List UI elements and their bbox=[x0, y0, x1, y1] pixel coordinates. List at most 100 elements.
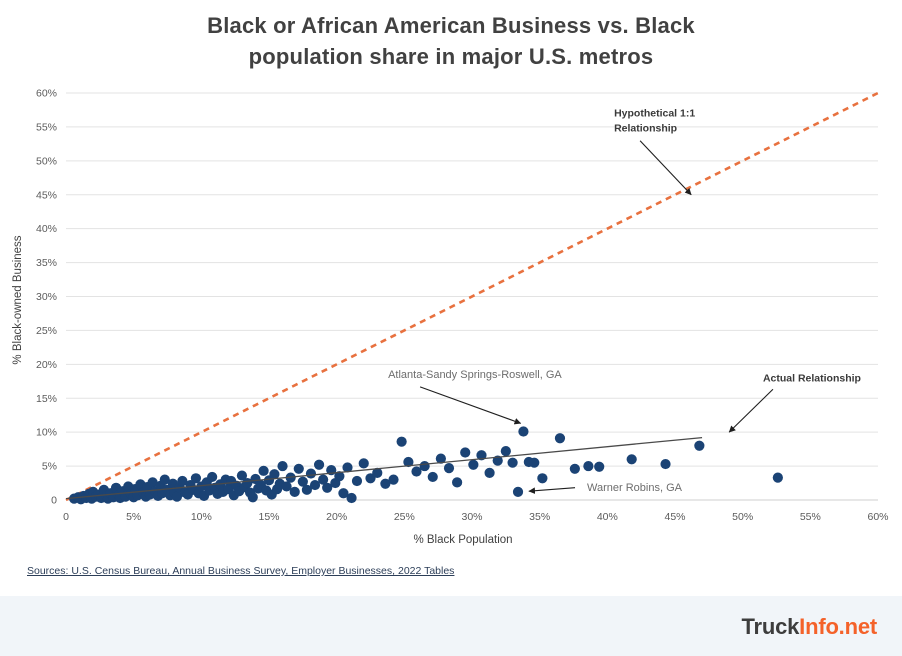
scatter-point bbox=[269, 469, 280, 480]
y-tick-label: 60% bbox=[36, 88, 57, 100]
scatter-point bbox=[507, 457, 518, 468]
y-tick-label: 10% bbox=[36, 427, 57, 439]
chart-title: Black or African American Business vs. B… bbox=[0, 10, 902, 72]
x-tick-label: 35% bbox=[529, 511, 550, 523]
scatter-point bbox=[500, 446, 511, 457]
scatter-point bbox=[365, 473, 376, 484]
scatter-point bbox=[177, 475, 188, 487]
x-tick-label: 50% bbox=[732, 511, 753, 523]
scatter-point bbox=[518, 426, 529, 437]
chart-title-line-1: Black or African American Business vs. B… bbox=[207, 13, 695, 38]
x-axis-title: % Black Population bbox=[413, 534, 512, 546]
x-axis-tick-labels: 0 5% 10% 15% 20% 25% 30% 35% 40% 45% 50% 55% 60% bbox=[63, 511, 888, 523]
scatter-point bbox=[484, 467, 495, 478]
scatter-point bbox=[358, 458, 369, 469]
annotation-arrow bbox=[419, 386, 522, 425]
scatter-point bbox=[258, 465, 269, 476]
scatter-point bbox=[309, 479, 321, 491]
scatter-point bbox=[772, 472, 783, 483]
x-tick-label: 40% bbox=[597, 511, 618, 523]
scatter-point bbox=[171, 491, 183, 502]
y-axis-title: % Black-owned Business bbox=[12, 235, 24, 364]
scatter-point bbox=[529, 457, 540, 468]
scatter-point bbox=[476, 450, 487, 461]
hypothetical-reference-line bbox=[65, 91, 879, 502]
scatter-point bbox=[207, 471, 218, 483]
scatter-point bbox=[388, 474, 399, 485]
scatter-point bbox=[443, 463, 455, 474]
annotation-label: Actual Relationship bbox=[763, 372, 861, 384]
y-tick-label: 55% bbox=[36, 121, 57, 133]
scatter-point bbox=[594, 461, 605, 472]
scatter-point bbox=[351, 475, 363, 487]
scatter-point bbox=[380, 478, 391, 489]
annotation-arrow bbox=[639, 140, 692, 196]
annotation-label: Warner Robins, GA bbox=[587, 482, 683, 494]
x-tick-label: 20% bbox=[326, 511, 347, 523]
annotation-arrow bbox=[528, 487, 576, 495]
x-tick-label: 0 bbox=[63, 511, 69, 523]
trend-line bbox=[65, 436, 703, 500]
x-tick-label: 5% bbox=[126, 511, 141, 523]
scatter-point bbox=[411, 466, 422, 477]
x-tick-label: 45% bbox=[664, 511, 685, 523]
y-tick-label: 25% bbox=[36, 325, 57, 337]
scatter-point bbox=[190, 473, 202, 484]
scatter-point bbox=[236, 470, 248, 481]
y-tick-label: 0 bbox=[51, 495, 57, 507]
scatter-point bbox=[159, 474, 170, 485]
scatter-point bbox=[293, 463, 304, 474]
scatter-point bbox=[569, 463, 580, 474]
reference-line-1to1 bbox=[65, 91, 879, 502]
scatter-point bbox=[626, 454, 637, 465]
scatter-point bbox=[554, 433, 566, 444]
scatter-point bbox=[419, 460, 430, 472]
scatter-point bbox=[334, 471, 345, 482]
y-tick-label: 50% bbox=[36, 155, 57, 167]
y-tick-label: 15% bbox=[36, 393, 57, 405]
scatter-point bbox=[305, 468, 317, 479]
scatter-point bbox=[460, 447, 471, 458]
x-tick-label: 25% bbox=[394, 511, 415, 523]
footer-bar bbox=[0, 596, 902, 656]
chart-annotations: Hypothetical 1:1 Relationship Atlanta-Sand… bbox=[388, 108, 861, 494]
scatter-point bbox=[301, 484, 312, 495]
annotation-label: Atlanta-Sandy Springs-Roswell, GA bbox=[388, 369, 562, 381]
scatter-point bbox=[322, 482, 333, 493]
scatter-point bbox=[313, 459, 325, 470]
scatter-point bbox=[583, 460, 594, 472]
scatter-point bbox=[281, 481, 292, 492]
x-tick-label: 15% bbox=[258, 511, 279, 523]
scatter-point bbox=[537, 473, 548, 484]
x-tick-label: 10% bbox=[191, 511, 212, 523]
y-tick-label: 5% bbox=[42, 461, 57, 473]
scatter-point bbox=[512, 486, 524, 497]
brand-name-primary: Truck bbox=[741, 614, 800, 639]
scatter-point bbox=[468, 459, 479, 470]
source-note: Sources: U.S. Census Bureau, Annual Busi… bbox=[27, 565, 455, 577]
scatter-point bbox=[452, 477, 463, 488]
y-tick-label: 40% bbox=[36, 223, 57, 235]
scatter-point bbox=[403, 456, 414, 468]
y-axis-tick-labels: 0 5% 10% 15% 20% 25% 30% 35% 40% 45% 50% 55% 60% bbox=[36, 88, 57, 507]
scatter-point bbox=[492, 455, 503, 466]
scatter-point bbox=[396, 436, 407, 447]
y-tick-label: 30% bbox=[36, 291, 57, 303]
scatter-plot: 0 5% 10% 15% 20% 25% 30% 35% 40% 45% 50% 55% 60% 0 5%… bbox=[12, 88, 889, 547]
scatter-point bbox=[147, 477, 158, 488]
scatter-point bbox=[660, 458, 671, 470]
y-tick-label: 35% bbox=[36, 257, 57, 269]
scatter-point bbox=[247, 492, 258, 503]
scatter-point bbox=[338, 488, 349, 499]
annotation-label: Relationship bbox=[614, 123, 677, 135]
x-tick-label: 55% bbox=[800, 511, 821, 523]
annotation-label: Hypothetical 1:1 bbox=[614, 108, 695, 120]
x-tick-label: 30% bbox=[461, 511, 482, 523]
scatter-point bbox=[694, 440, 705, 451]
x-tick-label: 60% bbox=[867, 511, 888, 523]
y-tick-label: 45% bbox=[36, 189, 57, 201]
chart-title-line-2: population share in major U.S. metros bbox=[248, 44, 654, 69]
scatter-point bbox=[346, 492, 357, 504]
y-tick-label: 20% bbox=[36, 359, 57, 371]
